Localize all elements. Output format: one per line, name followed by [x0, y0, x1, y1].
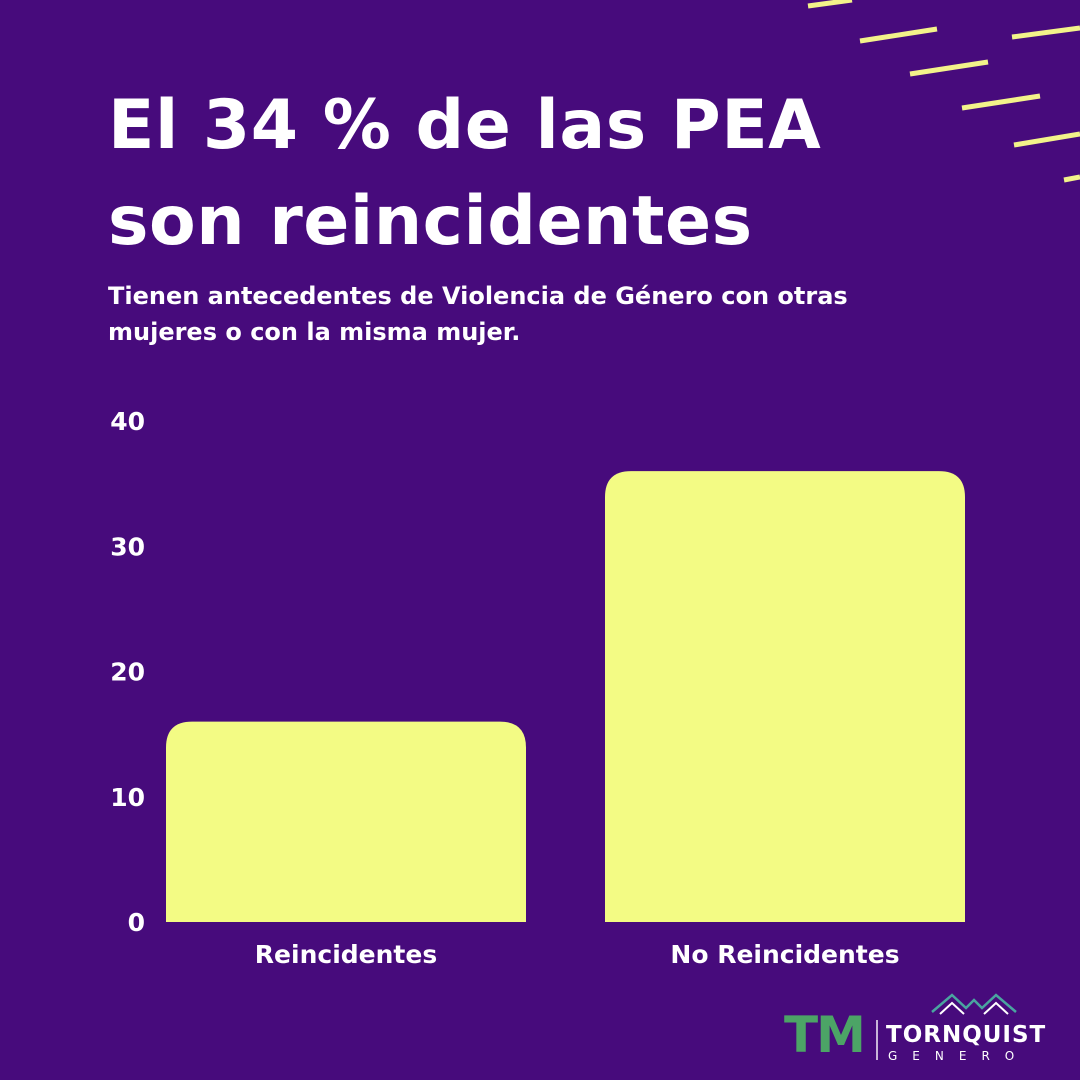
y-tick-label: 30: [110, 532, 145, 561]
headline-line-2: son reincidentes: [108, 182, 753, 261]
bar-reincidentes: [166, 721, 526, 922]
logo-name: TORNQUIST: [886, 1022, 1047, 1048]
y-tick-label: 10: [110, 783, 145, 812]
tornquist-genero-logo: TM TORNQUIST GENERO: [784, 990, 1074, 1070]
logo-subtitle: GENERO: [888, 1049, 1030, 1063]
deco-line: [1013, 131, 1080, 148]
deco-line: [1063, 174, 1080, 183]
bar-no-reincidentes: [605, 471, 965, 922]
deco-line: [961, 93, 1041, 111]
y-tick-label: 0: [128, 908, 145, 937]
deco-line: [807, 0, 853, 9]
subtitle-line-2: mujeres o con la misma mujer.: [108, 318, 521, 346]
x-category-label: No Reincidentes: [670, 940, 899, 969]
subtitle: Tienen antecedentes de Violencia de Géne…: [108, 278, 988, 350]
headline: El 34 % de las PEA son reincidentes: [108, 78, 1008, 270]
logo-divider: [876, 1020, 878, 1060]
deco-line: [1011, 25, 1080, 40]
y-tick-label: 40: [110, 407, 145, 436]
y-tick-label: 20: [110, 658, 145, 687]
headline-line-1: El 34 % de las PEA: [108, 86, 822, 165]
subtitle-line-1: Tienen antecedentes de Violencia de Géne…: [108, 282, 848, 310]
mountains-icon: [931, 993, 1017, 1015]
x-category-label: Reincidentes: [255, 940, 437, 969]
logo-mark: TM: [784, 1006, 866, 1064]
deco-line: [859, 26, 938, 44]
deco-line: [909, 59, 989, 77]
